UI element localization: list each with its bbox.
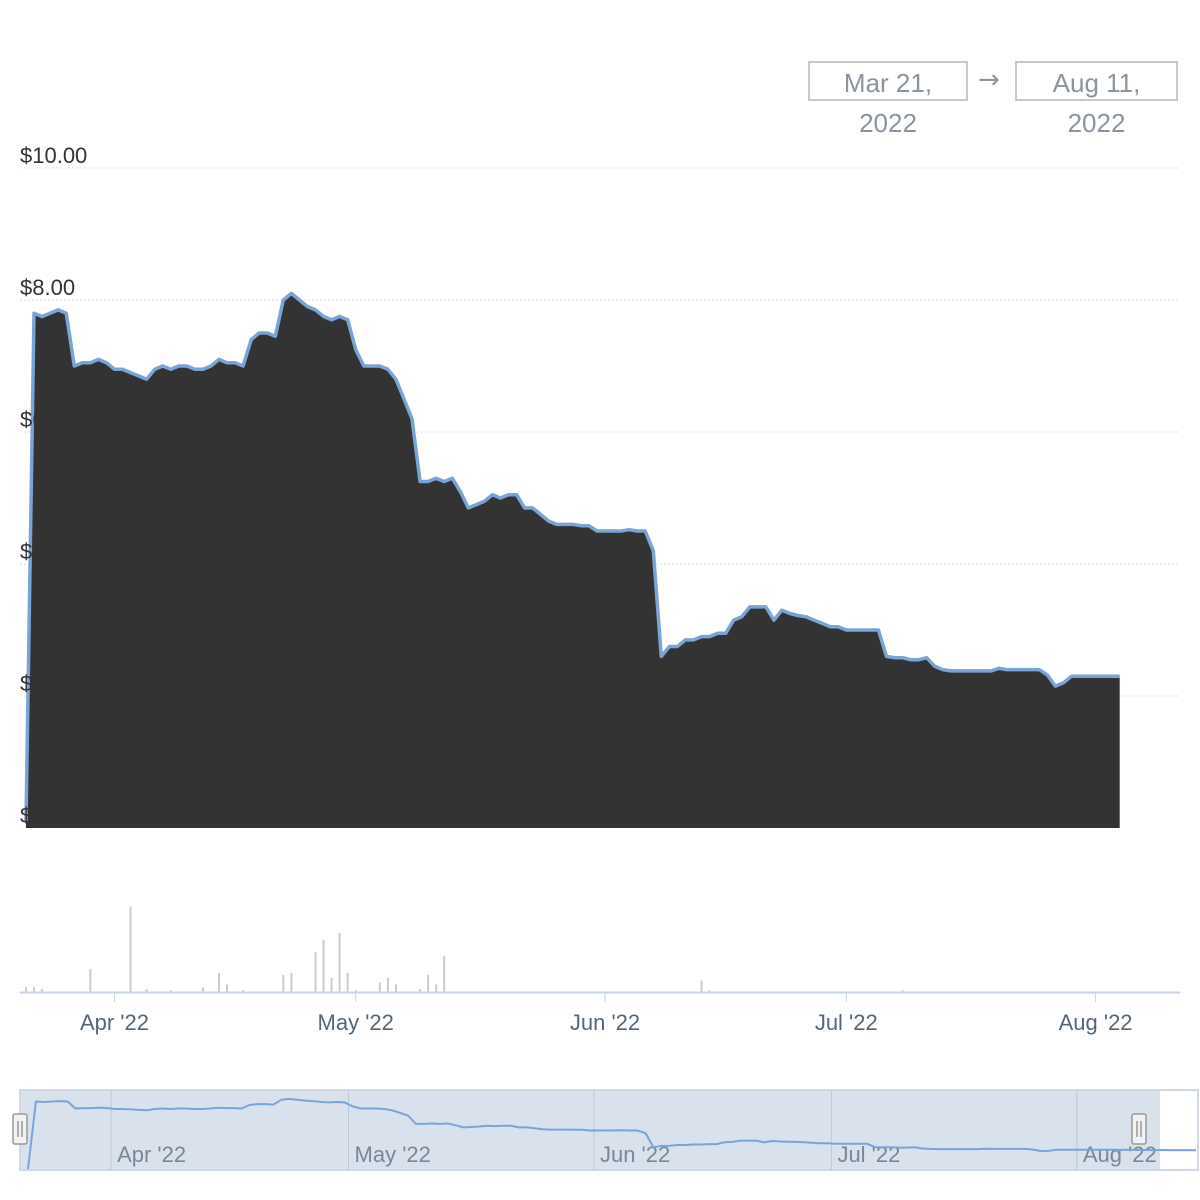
volume-bar [338, 933, 341, 992]
navigator-tick-label: Apr '22 [117, 1142, 186, 1167]
volume-bar [354, 990, 357, 992]
price-series [24, 291, 1120, 828]
volume-bar [394, 984, 397, 992]
volume-bar [314, 952, 317, 992]
range-to-input[interactable]: Aug 11, 2022 [1015, 61, 1178, 138]
x-tick-label: May '22 [318, 1010, 394, 1035]
volume-bar [145, 989, 148, 992]
x-tick-label: Jun '22 [570, 1010, 640, 1035]
volume-series [20, 906, 1180, 994]
volume-bar [700, 980, 703, 992]
x-tick-label: Aug '22 [1059, 1010, 1133, 1035]
handle-body[interactable] [12, 1113, 28, 1145]
volume-bar [129, 906, 132, 992]
volume-bar [443, 955, 446, 992]
y-tick-label: $0.00 [20, 803, 75, 828]
navigator[interactable]: Apr '22 May '22 Jun '22 Jul '22 Aug '22 [12, 1089, 1199, 1171]
volume-bar [242, 990, 245, 992]
x-tick-label: Jul '22 [815, 1010, 878, 1035]
y-tick-label: $8.00 [20, 275, 75, 300]
navigator-tick-label: Aug '22 [1083, 1142, 1157, 1167]
volume-bar [378, 982, 381, 992]
volume-bar [169, 990, 172, 992]
y-axis-labels: $0.00 $2.00 $4.00 $6.00 $8.00 $10.00 [20, 143, 87, 828]
volume-bar [427, 974, 430, 992]
volume-bar [201, 987, 204, 992]
navigator-left-handle[interactable] [12, 1113, 28, 1145]
volume-bar [419, 989, 422, 992]
range-from-input[interactable]: Mar 21, 2022 [808, 61, 968, 138]
y-tick-label: $6.00 [20, 407, 75, 432]
volume-bar [41, 989, 44, 992]
volume-bar [322, 939, 325, 992]
navigator-series-line [27, 1097, 1197, 1170]
price-line [24, 291, 1120, 822]
volume-bar [386, 977, 389, 992]
navigator-tick-label: May '22 [355, 1142, 431, 1167]
volume-bar [901, 990, 904, 992]
volume-bar [435, 984, 438, 992]
price-area [26, 293, 1120, 828]
volume-bar [708, 990, 711, 992]
volume-bar [25, 987, 27, 992]
range-arrow: → [978, 65, 1000, 95]
navigator-right-handle[interactable] [1131, 1113, 1147, 1145]
y-tick-label: $4.00 [20, 539, 75, 564]
y-tick-label: $2.00 [20, 671, 75, 696]
volume-bar [33, 987, 36, 992]
x-tick-label: Apr '22 [80, 1010, 149, 1035]
handle-body[interactable] [1131, 1113, 1147, 1145]
volume-bar [218, 973, 221, 992]
volume-bar [89, 969, 92, 992]
navigator-tick-label: Jul '22 [837, 1142, 900, 1167]
volume-bar [346, 973, 349, 992]
volume-bar [226, 984, 229, 992]
volume-bar [282, 974, 285, 992]
x-axis: Apr '22 May '22 Jun '22 Jul '22 Aug '22 [80, 992, 1133, 1035]
volume-bar [330, 977, 333, 992]
y-tick-label: $10.00 [20, 143, 87, 168]
volume-bar [290, 973, 293, 992]
